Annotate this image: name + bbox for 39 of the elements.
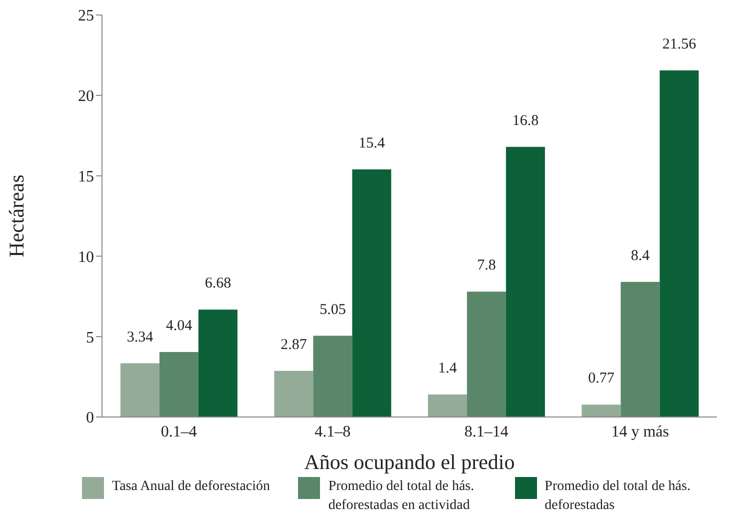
- x-tick-label: 0.1–4: [160, 423, 197, 440]
- legend-label: Promedio del total de hás. deforestadas: [544, 478, 692, 515]
- y-tick-label: 0: [86, 410, 94, 427]
- data-label: 6.68: [204, 276, 232, 292]
- bar: [120, 363, 160, 417]
- legend-label: Tasa Anual de deforestación: [112, 478, 270, 496]
- data-label: 8.4: [630, 248, 650, 264]
- data-label: 16.8: [512, 112, 539, 129]
- data-label: 5.05: [320, 302, 346, 318]
- data-label: 4.04: [166, 318, 193, 334]
- y-tick-label: 10: [78, 248, 94, 266]
- bar: [466, 292, 506, 417]
- bar: [352, 169, 392, 417]
- bar: [313, 336, 352, 417]
- x-tick-label: 8.1–14: [464, 423, 508, 440]
- bar: [159, 352, 198, 417]
- y-tick-label: 5: [86, 329, 94, 346]
- y-axis-title: Hectáreas: [4, 174, 28, 258]
- y-tick-label: 25: [78, 8, 94, 25]
- data-label: 15.4: [358, 135, 386, 152]
- bar: [582, 404, 621, 417]
- data-label: 3.34: [126, 329, 154, 346]
- y-tick-label: 20: [78, 88, 94, 106]
- x-tick-label: 14 y más: [611, 423, 670, 440]
- legend-label: Promedio del total de hás. deforestadas en actividad: [328, 478, 476, 515]
- bar: [428, 394, 467, 417]
- x-tick-label: 4.1–8: [314, 423, 351, 440]
- bar: [274, 370, 314, 417]
- data-label: 1.4: [438, 360, 458, 376]
- data-label: 0.77: [588, 370, 615, 387]
- bar: [506, 146, 545, 417]
- data-label: 7.8: [477, 258, 496, 274]
- x-axis-title: Años ocupando el predio: [304, 450, 515, 474]
- bar: [620, 282, 660, 417]
- bar: [198, 310, 238, 417]
- bar: [660, 70, 699, 417]
- data-label: 2.87: [280, 336, 308, 353]
- data-label: 21.56: [662, 36, 697, 52]
- y-tick-label: 15: [78, 168, 94, 186]
